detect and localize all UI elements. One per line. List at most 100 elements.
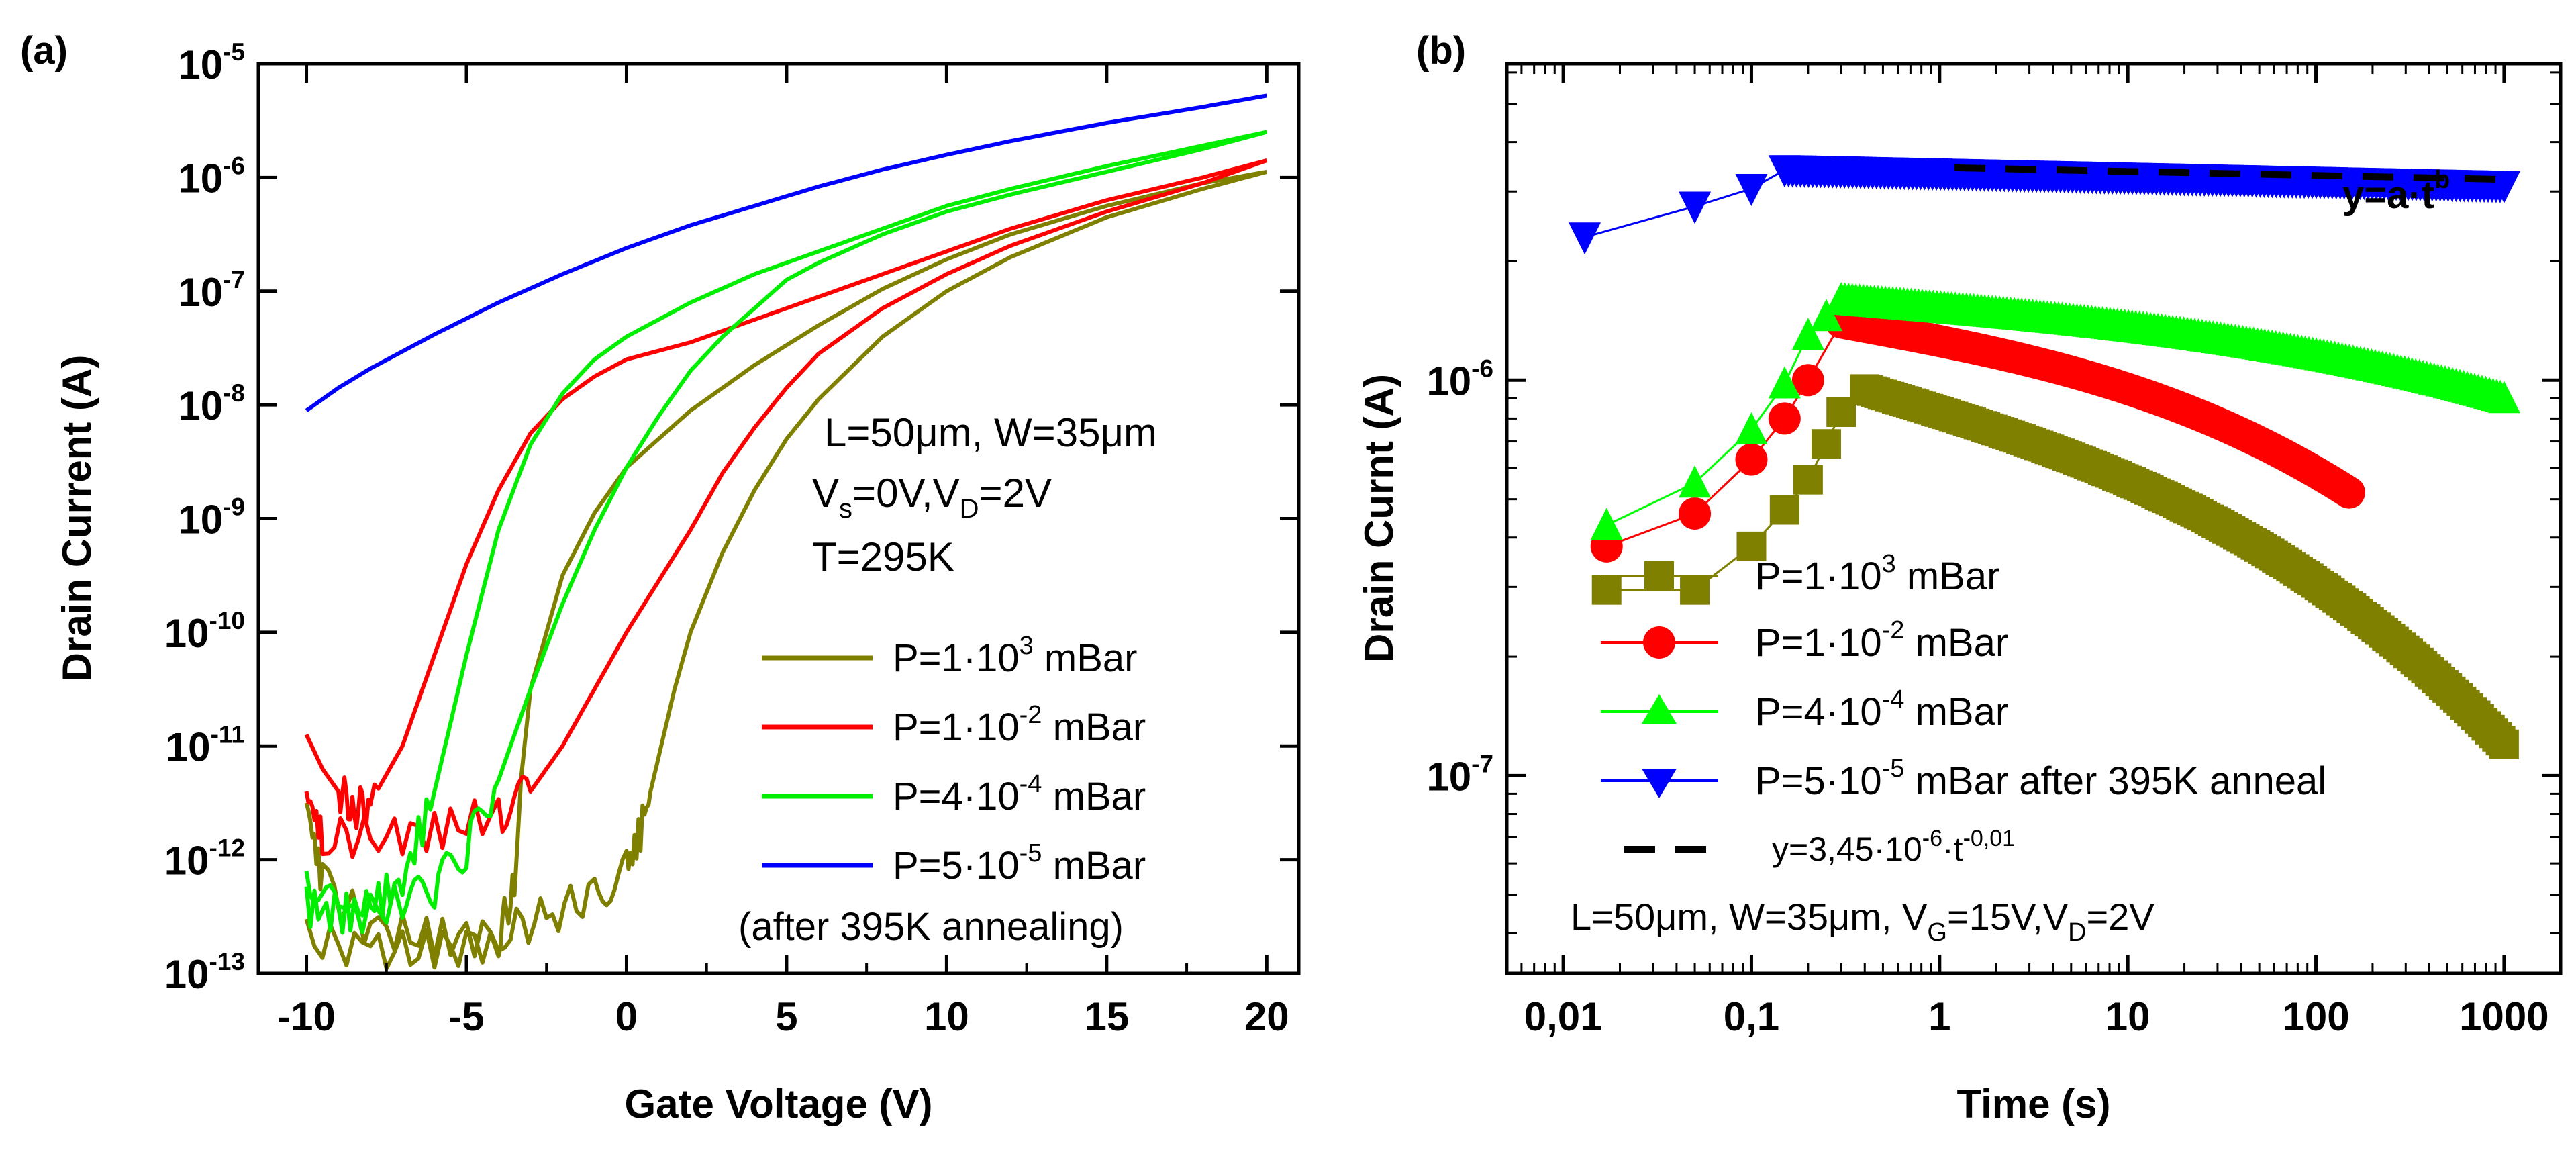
panel-a: (a) -10 -5 0 5 10 15 20 10-13 10-12 10-11 10-10 10-…	[20, 29, 1301, 1126]
panel-b-legend-label-1: P=1·103 mBar	[1755, 550, 1999, 598]
panel-b-legend-label-2: P=1·10-2 mBar	[1755, 616, 2008, 665]
panel-a-ticks: -10 -5 0 5 10 15 20 10-13 10-12 10-11 10-10 10-9 10-…	[164, 38, 1299, 1039]
panel-b-point-2	[2332, 476, 2365, 509]
panel-a-legend: P=1·103 mBar P=1·10-2 mBar P=4·10-4 mBar…	[738, 632, 1146, 949]
panel-a-curve-1-forward	[304, 170, 1268, 959]
panel-b-legend-item-5: y=3,45·10-6·t-0,01	[1624, 826, 2015, 868]
panel-b-legend-item-2: P=1·10-2 mBar	[1601, 616, 2008, 665]
panel-b-point-1	[1736, 531, 1767, 561]
panel-a-legend-item-4: P=5·10-5 mBar	[762, 839, 1146, 887]
panel-b-point-4	[1569, 222, 1601, 255]
panel-b-point-3	[1768, 366, 1801, 399]
panel-b-point-2	[1735, 443, 1768, 476]
panel-b-point-1	[1769, 495, 1799, 525]
panel-a-legend-label-3: P=4·10-4 mBar	[893, 770, 1146, 818]
panel-b-point-1	[1812, 429, 1842, 459]
panel-b-point-3	[1679, 465, 1712, 498]
panel-a-xtick-label: -10	[277, 994, 336, 1039]
panel-a-xlabel: Gate Voltage (V)	[625, 1082, 933, 1126]
panel-a-ytick-label: 10-9	[178, 493, 245, 542]
panel-a-ytick-label: 10-7	[178, 266, 245, 315]
panel-b-series-3	[1590, 282, 2520, 540]
panel-b-point-2	[1768, 402, 1801, 435]
panel-a-annotation-line3: T=295K	[812, 534, 954, 579]
panel-b-xtick-label: 10	[2106, 994, 2150, 1039]
panel-a-curve-2-forward	[304, 158, 1268, 859]
panel-a-ytick-label: 10-10	[164, 607, 245, 656]
panel-a-curve-2-reverse	[304, 158, 1268, 830]
panel-b-point-2	[1679, 497, 1712, 530]
panel-b-series-2	[1590, 306, 2365, 563]
panel-b-point-1	[1680, 575, 1710, 605]
panel-a-legend-item-2: P=1·10-2 mBar	[762, 701, 1146, 749]
panel-b-fit-label: y=a·tb	[2342, 166, 2450, 217]
panel-b-point-3	[1791, 318, 1824, 350]
panel-b-fit-line	[1954, 164, 2504, 183]
panel-a-xtick-label: 15	[1084, 994, 1129, 1039]
panel-a-ytick-label: 10-12	[164, 834, 245, 883]
panel-b-point-2	[1791, 364, 1824, 397]
panel-a-legend-label-2: P=1·10-2 mBar	[893, 701, 1146, 749]
panel-a-annotation-line2: Vs=0V,VD=2V	[812, 471, 1052, 524]
panel-b: (b) 0,01 0,1 1 10 100 1000 10-7 10-6 Time (s) D…	[1356, 29, 2563, 1126]
panel-a-ytick-label: 10-13	[164, 948, 245, 997]
panel-b-legend-item-3: P=4·10-4 mBar	[1601, 685, 2008, 734]
panel-b-xtick-label: 1	[1928, 994, 1950, 1039]
panel-b-legend-marker-2	[1643, 626, 1675, 659]
panel-a-xtick-label: 10	[924, 994, 969, 1039]
panel-b-xtick-label: 0,1	[1724, 994, 1779, 1039]
panel-b-conditions: L=50μm, W=35μm, VG=15V,VD=2V	[1571, 896, 2154, 947]
panel-b-ytick-label: 10-7	[1426, 750, 1493, 799]
panel-a-label: (a)	[20, 29, 68, 73]
panel-a-annotation-line1: L=50μm, W=35μm	[824, 410, 1157, 455]
panel-b-point-1	[2489, 729, 2519, 759]
panel-b-series	[1569, 155, 2520, 759]
panel-b-ticks: 0,01 0,1 1 10 100 1000 10-7 10-6	[1426, 64, 2561, 1039]
panel-b-xtick-label: 0,01	[1524, 994, 1603, 1039]
panel-b-point-4	[1735, 173, 1768, 206]
panel-b-point-3	[2487, 381, 2520, 414]
panel-a-legend-item-1: P=1·103 mBar	[762, 632, 1137, 680]
panel-a-series	[304, 93, 1268, 971]
panel-b-point-3	[1735, 412, 1768, 444]
panel-b-point-1	[1793, 465, 1823, 495]
panel-a-ytick-label: 10-5	[178, 38, 245, 87]
panel-a-legend-label-4: P=5·10-5 mBar	[893, 839, 1146, 887]
panel-a-legend-label-1: P=1·103 mBar	[893, 632, 1137, 680]
panel-b-point-3	[1810, 299, 1843, 332]
panel-a-ytick-label: 10-8	[178, 379, 245, 428]
panel-a-legend-item-3: P=4·10-4 mBar	[762, 770, 1146, 818]
panel-b-legend: P=1·103 mBar P=1·10-2 mBar P=4·10-4 mBar…	[1571, 550, 2326, 947]
panel-b-ytick-label: 10-6	[1426, 354, 1493, 403]
panel-b-legend-label-4: P=5·10-5 mBar after 395K anneal	[1755, 755, 2326, 803]
panel-a-ylabel: Drain Current (A)	[54, 355, 99, 682]
panel-b-point-3	[1590, 508, 1623, 540]
panel-b-legend-marker-3	[1642, 694, 1677, 724]
panel-b-xtick-label: 100	[2282, 994, 2349, 1039]
panel-b-legend-marker-1	[1644, 561, 1674, 591]
panel-b-point-4	[2487, 171, 2520, 203]
panel-b-legend-label-3: P=4·10-4 mBar	[1755, 685, 2008, 734]
panel-a-legend-extra: (after 395K annealing)	[738, 905, 1124, 949]
panel-a-curve-3-forward	[304, 130, 1268, 934]
panel-a-xtick-label: -5	[448, 994, 484, 1039]
panel-b-ylabel: Drain Curnt (A)	[1356, 374, 1401, 663]
panel-b-point-4	[1679, 191, 1712, 224]
panel-b-xlabel: Time (s)	[1957, 1082, 2111, 1126]
panel-a-curve-3-reverse	[304, 130, 1267, 935]
panel-a-ytick-label: 10-6	[178, 152, 245, 201]
panel-b-point-1	[1591, 575, 1622, 605]
panel-b-label: (b)	[1416, 29, 1466, 73]
panel-b-legend-label-5: y=3,45·10-6·t-0,01	[1772, 826, 2015, 868]
panel-b-series-1	[1591, 374, 2519, 759]
panel-b-legend-item-1: P=1·103 mBar	[1601, 550, 1999, 598]
panel-a-curve-4-forward	[305, 93, 1267, 413]
panel-b-legend-item-4: P=5·10-5 mBar after 395K anneal	[1601, 755, 2326, 803]
panel-a-ytick-label: 10-11	[166, 720, 245, 769]
panel-b-plot-frame	[1505, 62, 2563, 975]
panel-a-xtick-label: 20	[1244, 994, 1289, 1039]
panel-b-xtick-label: 1000	[2459, 994, 2548, 1039]
panel-a-xtick-label: 0	[615, 994, 638, 1039]
panel-b-legend-marker-4	[1642, 769, 1677, 798]
